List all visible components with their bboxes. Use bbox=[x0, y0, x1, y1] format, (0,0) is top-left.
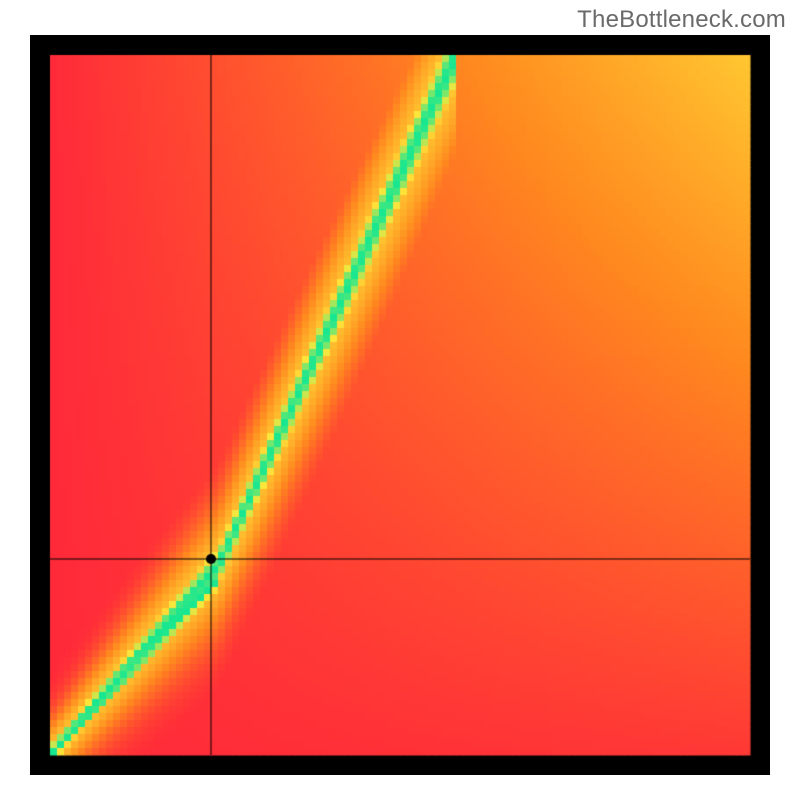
bottleneck-heatmap bbox=[30, 35, 770, 775]
watermark-text: TheBottleneck.com bbox=[577, 6, 786, 34]
